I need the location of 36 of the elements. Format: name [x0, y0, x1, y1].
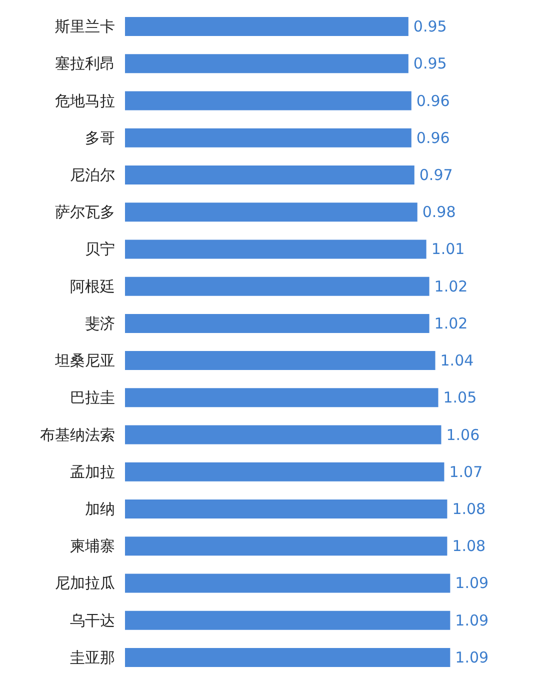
- y-tick-label: 多哥: [85, 128, 115, 147]
- data-label: 1.07: [449, 462, 483, 481]
- y-tick-label: 柬埔寨: [70, 537, 115, 556]
- data-label: 0.95: [413, 18, 447, 36]
- y-tick-label: 孟加拉: [70, 462, 115, 481]
- data-label: 1.04: [440, 352, 474, 370]
- y-tick-label: 巴拉圭: [70, 388, 115, 407]
- y-tick-label: 乌干达: [70, 611, 115, 630]
- data-label: 1.01: [431, 240, 465, 258]
- y-tick-label: 萨尔瓦多: [55, 203, 115, 222]
- y-tick-label: 塞拉利昂: [55, 54, 115, 73]
- data-label: 1.09: [455, 574, 489, 592]
- data-label: 0.95: [413, 54, 447, 73]
- data-label: 1.08: [452, 537, 486, 556]
- y-tick-label: 贝宁: [85, 240, 115, 258]
- y-tick-label: 圭亚那: [70, 648, 115, 666]
- data-label: 0.97: [419, 166, 453, 184]
- y-tick-label: 斐济: [85, 314, 115, 332]
- data-label: 1.09: [455, 648, 489, 666]
- data-label: 1.02: [434, 314, 468, 332]
- data-label: 1.08: [452, 500, 486, 518]
- data-label: 0.96: [416, 128, 450, 147]
- y-tick-label: 阿根廷: [70, 277, 115, 296]
- data-label: 0.98: [422, 203, 456, 222]
- y-tick-label: 斯里兰卡: [55, 18, 115, 36]
- y-tick-label: 加纳: [85, 500, 115, 518]
- y-tick-label: 尼加拉瓜: [55, 574, 115, 592]
- y-tick-label: 布基纳法索: [40, 426, 115, 444]
- data-label: 1.02: [434, 277, 468, 296]
- y-tick-label: 危地马拉: [55, 92, 115, 110]
- data-label: 0.96: [416, 92, 450, 110]
- data-label: 1.05: [443, 388, 477, 407]
- y-tick-label: 坦桑尼亚: [54, 352, 115, 370]
- data-label: 1.06: [446, 426, 480, 444]
- data-label: 1.09: [455, 611, 489, 630]
- y-tick-label: 尼泊尔: [70, 166, 115, 184]
